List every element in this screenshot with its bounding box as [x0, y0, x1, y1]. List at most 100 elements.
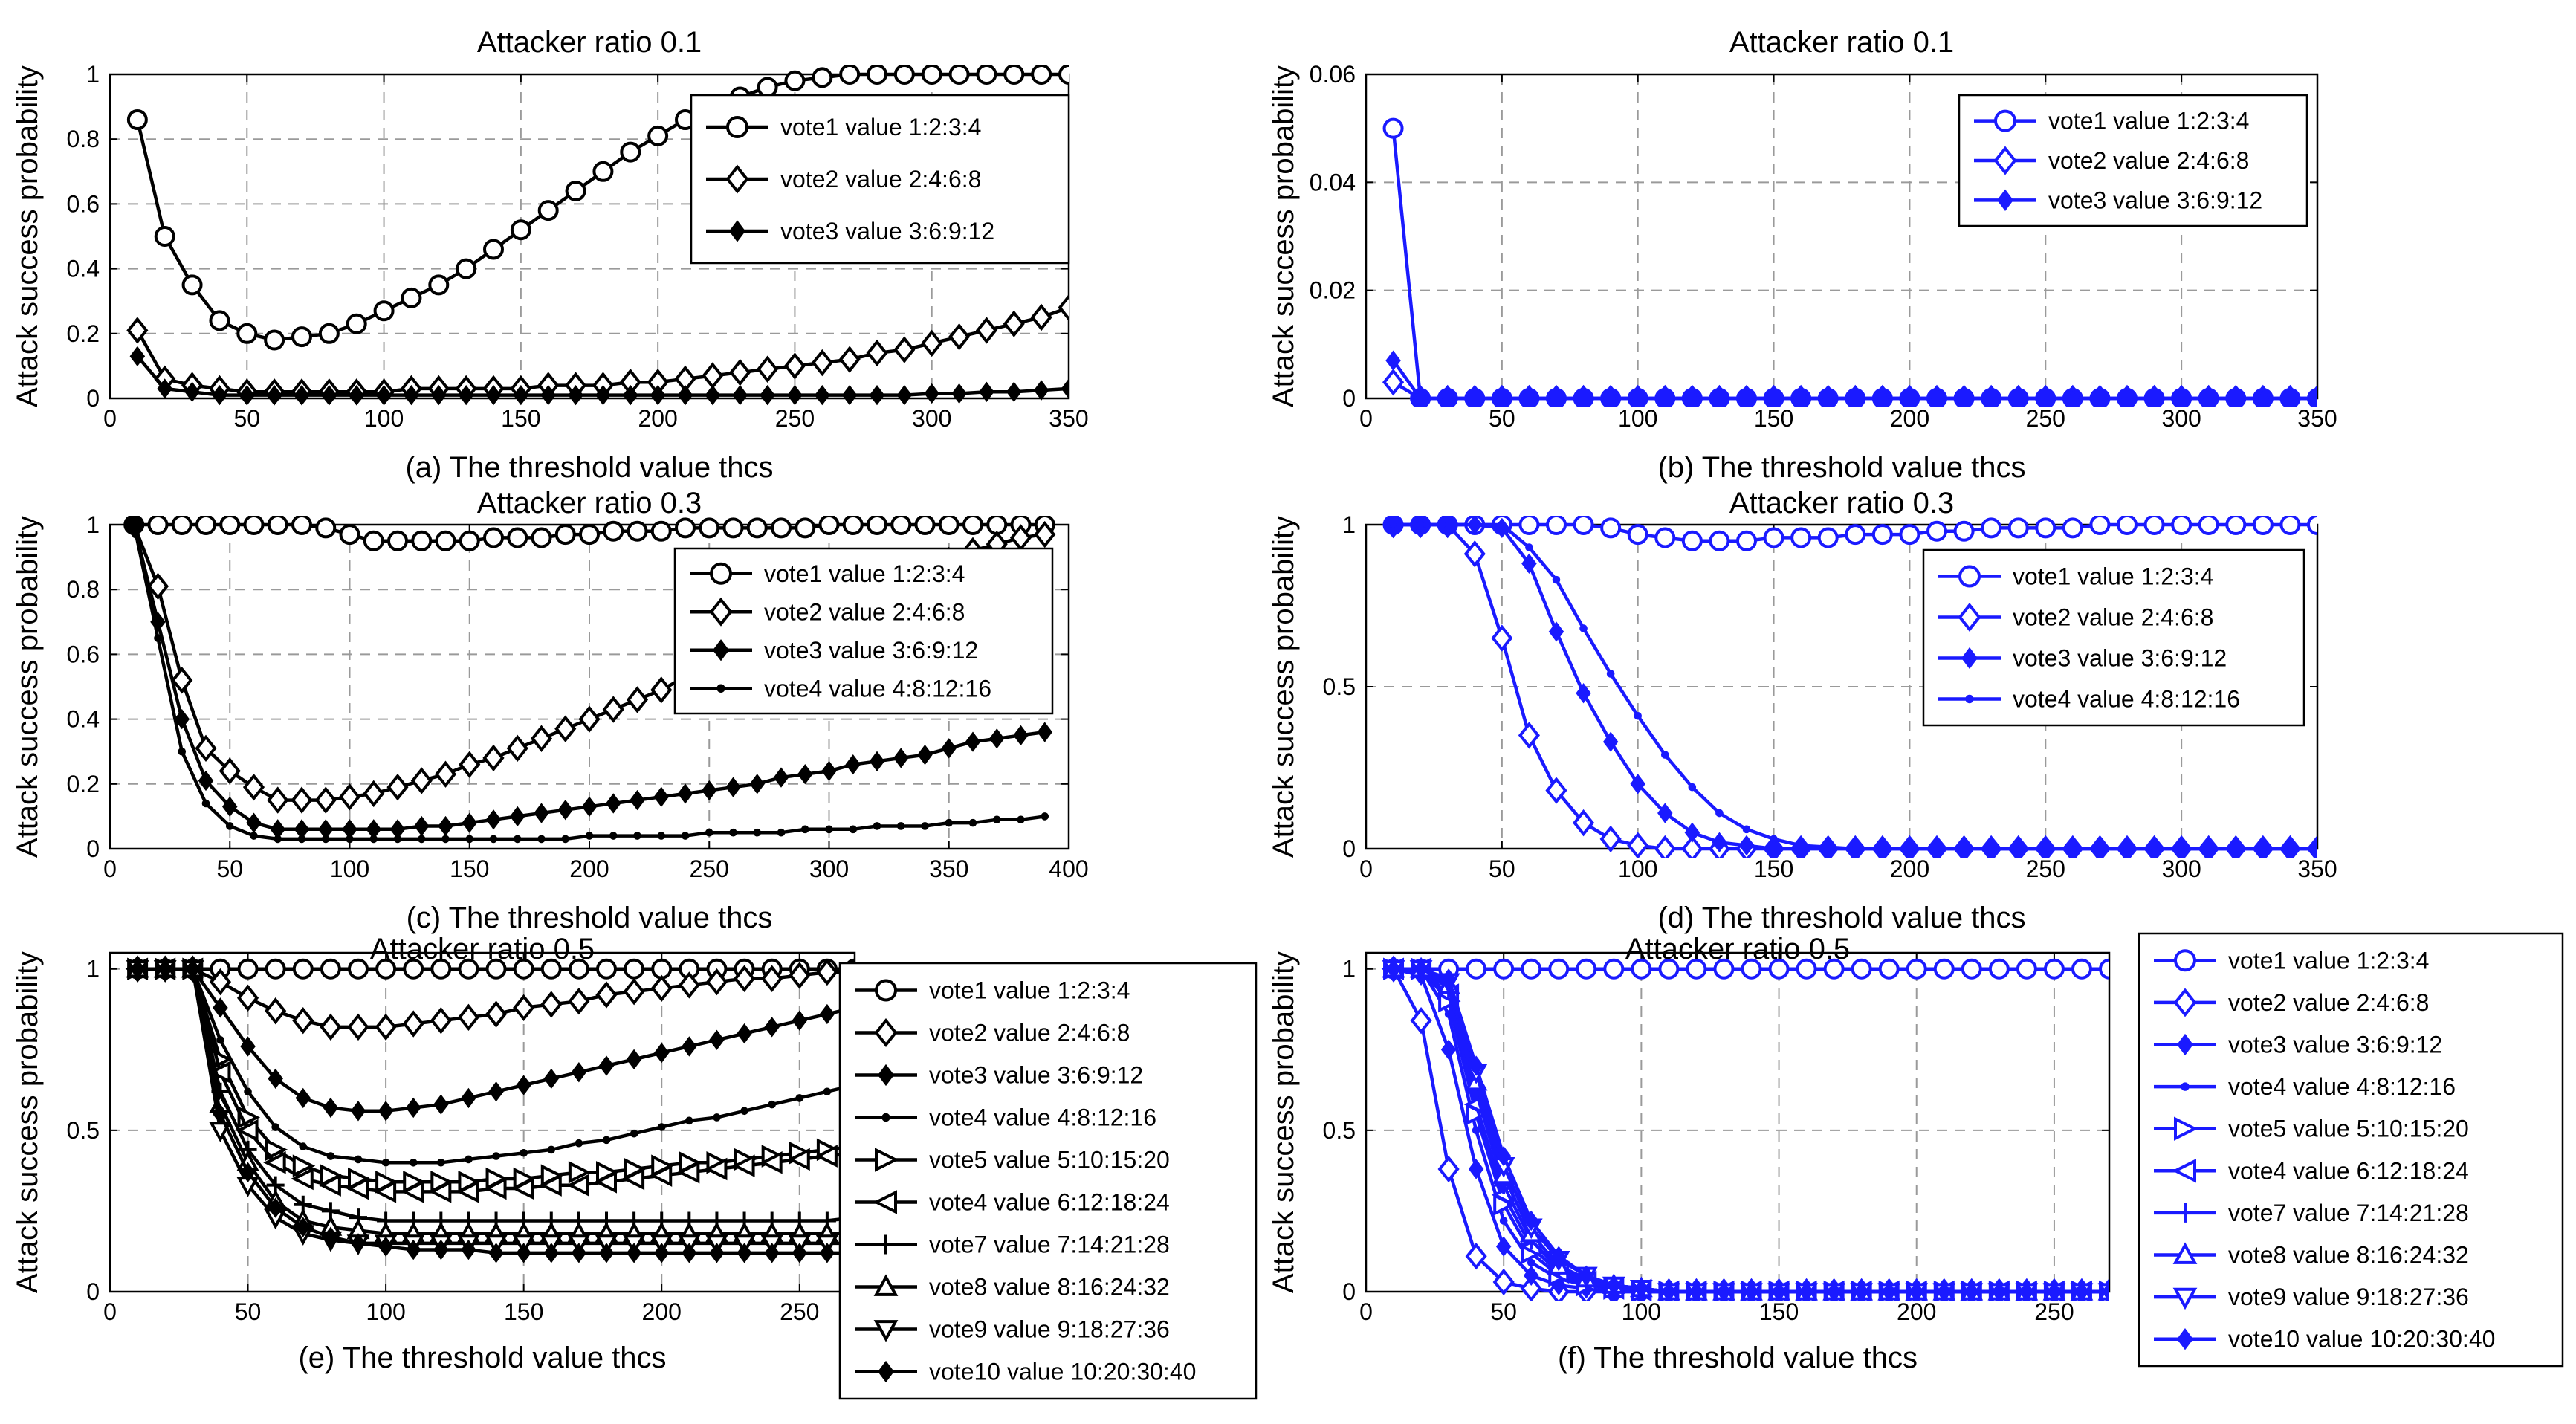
data-point — [841, 384, 858, 406]
x-tick-label: 300 — [2161, 855, 2201, 882]
data-point — [795, 517, 816, 539]
data-point — [650, 974, 673, 1002]
data-point — [492, 1152, 500, 1160]
legend-label: vote2 value 2:4:6:8 — [780, 166, 981, 192]
data-point — [2019, 1281, 2035, 1301]
data-point — [264, 329, 285, 351]
data-point — [1499, 1217, 1508, 1225]
x-tick-label: 50 — [216, 855, 243, 882]
y-tick-label: 0 — [86, 835, 100, 862]
data-point — [209, 310, 230, 331]
data-point — [1964, 1281, 1980, 1301]
legend: vote1 value 1:2:3:4 vote2 value 2:4:6:8 vo… — [2138, 932, 2564, 1368]
data-point — [250, 832, 258, 840]
data-point — [633, 832, 641, 840]
data-point — [434, 760, 457, 788]
y-tick-label: 1 — [1342, 511, 1356, 538]
data-point — [1899, 524, 1920, 546]
chart-panel-e: 0 50 100 150 200 250 0 0.5 1 Attacker ratio 0.5 (e… — [11, 933, 1258, 1400]
data-point — [976, 65, 997, 85]
data-point — [1854, 1281, 1869, 1301]
data-point — [650, 384, 666, 406]
data-point — [816, 958, 838, 986]
data-point — [621, 1167, 645, 1191]
data-point — [1878, 958, 1900, 980]
data-point — [797, 764, 813, 785]
data-point — [784, 70, 806, 91]
data-point — [129, 346, 146, 366]
data-point — [1851, 958, 1872, 980]
data-point — [914, 516, 936, 535]
data-point — [595, 981, 618, 1009]
data-point — [213, 1104, 228, 1124]
data-point — [2099, 958, 2109, 980]
data-point — [568, 958, 589, 980]
x-tick-label: 100 — [330, 855, 369, 882]
data-point — [531, 527, 552, 548]
data-point — [592, 161, 614, 182]
data-point — [430, 1006, 452, 1035]
y-tick-label: 0.6 — [67, 641, 100, 667]
data-point — [568, 384, 583, 406]
data-point — [212, 384, 227, 406]
data-point — [323, 1097, 339, 1119]
data-point — [1826, 1281, 1842, 1301]
x-tick-label: 50 — [235, 1298, 262, 1325]
data-point — [1712, 388, 1727, 407]
data-point — [350, 1101, 366, 1122]
data-point — [1382, 117, 1404, 139]
legend-box — [1922, 548, 2305, 727]
data-point — [459, 530, 480, 551]
data-point — [815, 384, 830, 406]
y-tick-label: 0.4 — [67, 706, 100, 733]
data-point — [321, 835, 330, 844]
data-point — [1463, 540, 1486, 568]
legend-label: vote2 value 2:4:6:8 — [2013, 604, 2213, 631]
data-point — [760, 384, 775, 406]
data-point — [1845, 524, 1866, 546]
data-point — [1654, 835, 1676, 858]
data-point — [732, 1154, 755, 1177]
data-point — [568, 987, 590, 1015]
x-tick-label: 200 — [1890, 855, 1929, 882]
data-point — [1491, 624, 1513, 652]
data-point — [1953, 520, 1975, 542]
legend-label: vote5 value 5:10:15:20 — [929, 1147, 1170, 1174]
data-point — [268, 1068, 283, 1090]
legend-marker — [716, 684, 725, 693]
y-tick-label: 0 — [86, 1278, 100, 1305]
data-point — [2014, 844, 2023, 853]
data-point — [737, 1023, 752, 1044]
data-point — [267, 516, 288, 535]
data-point — [511, 1177, 534, 1200]
data-point — [507, 527, 528, 548]
data-point — [1799, 1281, 1814, 1301]
data-point — [404, 384, 419, 406]
data-point — [401, 287, 422, 308]
data-point — [363, 780, 385, 808]
data-point — [705, 828, 713, 837]
data-point — [709, 1243, 725, 1263]
x-tick-label: 200 — [638, 405, 677, 432]
data-point — [733, 965, 756, 992]
data-point — [1686, 958, 1707, 980]
data-point — [566, 1174, 589, 1197]
data-point — [323, 1226, 339, 1247]
x-tick-label: 50 — [233, 405, 260, 432]
legend-marker — [875, 979, 897, 1002]
data-point — [893, 336, 916, 363]
data-point — [516, 1075, 531, 1095]
legend-label: vote10 value 10:20:30:40 — [2228, 1326, 2495, 1353]
legend-label: vote2 value 2:4:6:8 — [2048, 147, 2249, 174]
data-point — [1658, 958, 1680, 980]
data-point — [1716, 1281, 1732, 1301]
data-point — [318, 1174, 341, 1197]
data-point — [185, 959, 201, 980]
data-point — [948, 65, 970, 85]
data-point — [764, 1017, 780, 1038]
series-group — [125, 955, 855, 1263]
data-point — [537, 200, 559, 221]
legend-label: vote1 value 1:2:3:4 — [929, 977, 1130, 1004]
data-point — [2309, 388, 2317, 407]
data-point — [484, 1177, 507, 1200]
